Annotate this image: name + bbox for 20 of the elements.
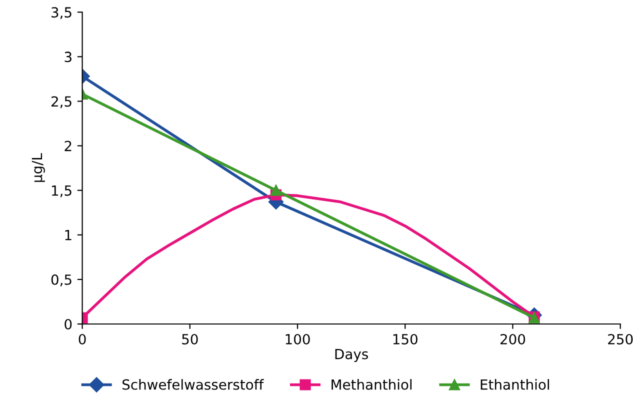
y-tick-label: 0 (64, 318, 72, 330)
legend-label: Methanthiol (332, 379, 412, 390)
x-axis-title: Days (335, 348, 368, 362)
x-tick-label: 150 (393, 334, 418, 344)
y-tick-label: 1,5 (52, 186, 72, 198)
legend-label: Ethanthiol (480, 379, 549, 390)
y-axis-title: µg/L (32, 153, 45, 182)
x-tick-label: 50 (182, 334, 198, 344)
x-tick-label: 250 (608, 334, 633, 344)
legend-label: Schwefelwasserstoff (122, 379, 264, 390)
y-tick-label: 2,5 (52, 96, 72, 108)
y-tick-label: 3,5 (52, 7, 72, 20)
point (270, 184, 282, 196)
y-tick-label: 3 (64, 52, 72, 62)
y-tick-label: 0,5 (51, 274, 72, 286)
y-tick-label: 2 (64, 140, 72, 152)
y-tick-label: 1 (65, 230, 72, 240)
x-tick-label: 0 (78, 334, 86, 344)
x-tick-label: 100 (286, 334, 310, 344)
x-tick-label: 200 (500, 334, 526, 344)
